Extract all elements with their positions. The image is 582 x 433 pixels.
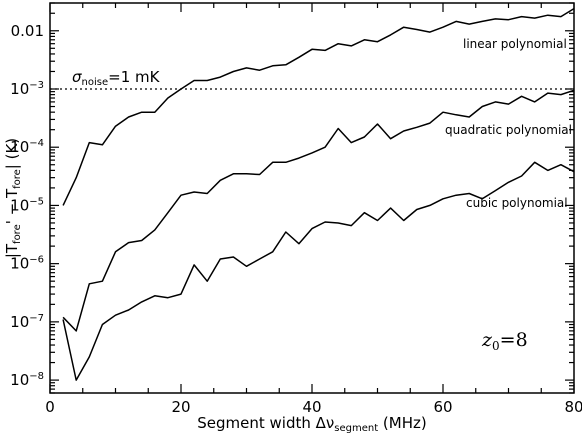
series-label-1: linear polynomial xyxy=(463,37,567,51)
y-tick-label: 10−7 xyxy=(10,313,44,331)
plot-frame xyxy=(49,2,575,394)
ticks-layer xyxy=(49,2,575,394)
x-tick-label: 80 xyxy=(564,398,582,416)
redshift-label: z0=8 xyxy=(481,329,528,353)
y-axis-title: |Tfore' − Tfore| (K) xyxy=(3,138,23,258)
x-tick-label: 40 xyxy=(302,398,321,416)
labels-layer: 0 20 40 60 80 10−8 10−7 10−6 10−5 10−4 10−3 0.01 σno… xyxy=(3,22,582,433)
series-label-3: cubic polynomial xyxy=(466,196,568,210)
noise-level-label: σnoise=1 mK xyxy=(72,68,161,88)
series-label-2: quadratic polynomial xyxy=(445,123,572,137)
x-tick-label: 20 xyxy=(171,398,190,416)
x-tick-label: 0 xyxy=(45,398,55,416)
series-line-2 xyxy=(62,89,575,332)
x-tick-label: 60 xyxy=(433,398,452,416)
y-tick-label: 10−6 xyxy=(10,255,44,273)
series-layer xyxy=(62,7,575,381)
y-tick-label: 10−8 xyxy=(10,371,44,389)
series-line-1 xyxy=(62,7,575,206)
y-tick-label: 0.01 xyxy=(11,22,44,40)
y-tick-label: 10−3 xyxy=(10,80,44,98)
series-line-3 xyxy=(62,161,575,381)
y-tick-label: 10−5 xyxy=(10,196,44,214)
x-axis-title: Segment width Δνsegment (MHz) xyxy=(197,414,426,433)
y-tick-label: 10−4 xyxy=(10,138,44,156)
